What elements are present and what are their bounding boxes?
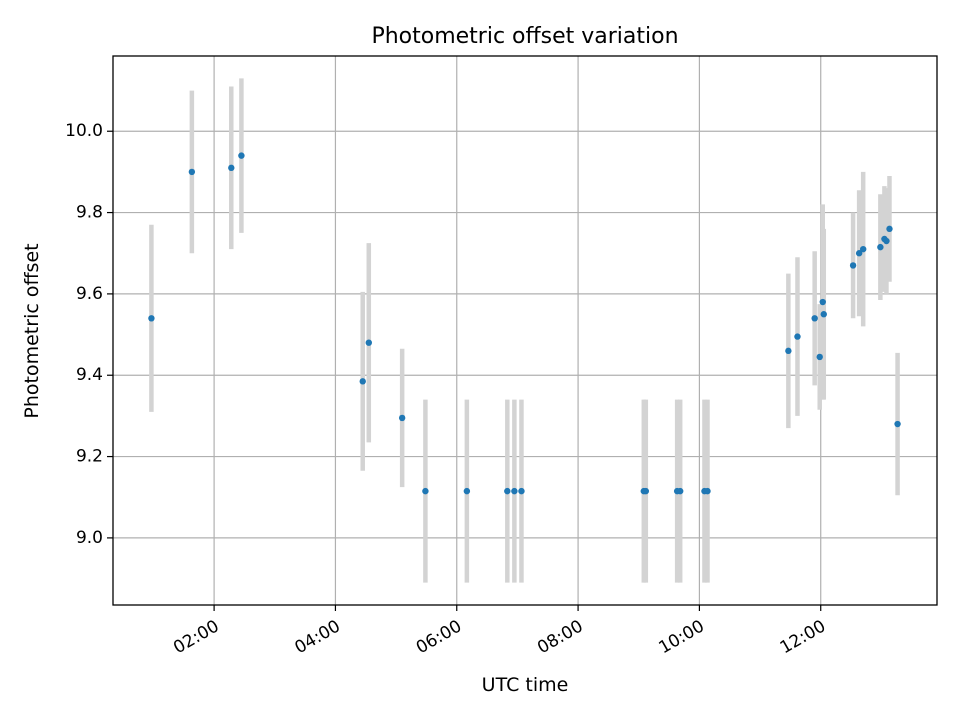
data-point	[886, 225, 893, 233]
data-point	[511, 487, 518, 495]
plot-frame	[112, 55, 938, 606]
data-point	[819, 298, 826, 306]
chart-title: Photometric offset variation	[371, 24, 678, 49]
data-point	[785, 347, 792, 355]
y-tick-label: 9.6	[76, 284, 103, 304]
y-tick-label: 10.0	[65, 121, 103, 141]
data-point	[518, 487, 525, 495]
data-point	[811, 315, 818, 322]
data-point	[642, 487, 650, 495]
data-point	[422, 487, 429, 495]
y-axis-ticks: 9.0 9.2 9.4 9.6 9.8 10.0	[65, 121, 113, 548]
data-point	[894, 420, 901, 428]
error-bars	[149, 78, 900, 583]
data-point	[849, 262, 857, 269]
x-axis-label: UTC time	[482, 674, 569, 696]
data-point	[855, 250, 863, 257]
data-point	[188, 168, 196, 176]
x-tick-label: 12:00	[777, 616, 829, 658]
data-point	[794, 333, 801, 340]
x-tick-label: 08:00	[534, 616, 586, 658]
y-tick-label: 9.0	[76, 528, 103, 548]
data-point	[877, 243, 884, 251]
data-points	[148, 152, 901, 495]
data-point	[398, 414, 406, 422]
y-tick-label: 9.2	[76, 447, 103, 467]
data-point	[365, 339, 372, 346]
data-point	[820, 311, 827, 318]
x-tick-label: 10:00	[655, 616, 707, 658]
data-point	[676, 487, 684, 495]
data-point	[504, 487, 511, 495]
data-point	[704, 487, 711, 495]
y-axis-label: Photometric offset	[21, 243, 43, 418]
x-tick-label: 02:00	[170, 616, 222, 658]
y-tick-label: 9.8	[76, 203, 103, 223]
x-axis-ticks: 02:00 04:00 06:00 08:00 10:00 12:00	[170, 605, 829, 658]
x-tick-label: 06:00	[413, 616, 465, 658]
data-point	[148, 315, 155, 322]
data-point	[859, 245, 867, 253]
data-point	[463, 487, 471, 495]
data-point	[238, 152, 245, 159]
data-point	[816, 353, 823, 361]
x-tick-label: 04:00	[291, 616, 343, 658]
data-point	[883, 237, 890, 245]
y-tick-label: 9.4	[76, 365, 103, 385]
data-point	[228, 164, 235, 172]
data-point	[359, 378, 366, 385]
